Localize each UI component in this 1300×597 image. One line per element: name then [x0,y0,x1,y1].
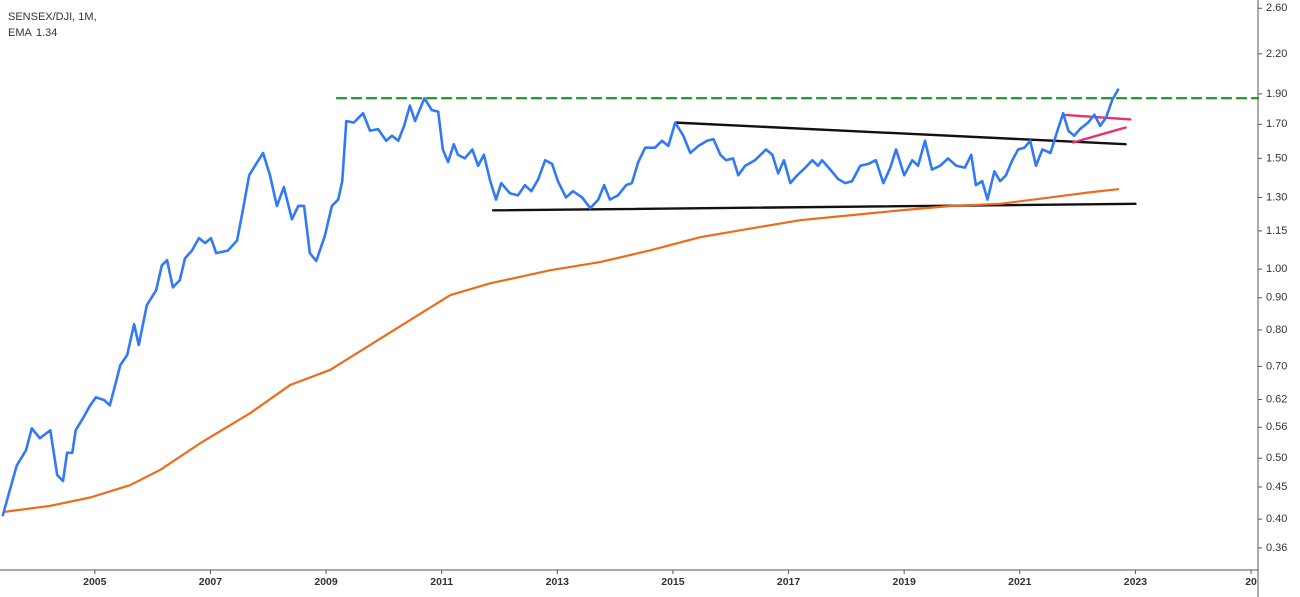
y-tick-label: 1.30 [1266,191,1287,203]
x-tick-label: 2019 [893,576,917,588]
x-tick-label: 2005 [83,576,107,588]
y-tick-label: 0.90 [1266,292,1287,304]
chart-title: SENSEX/DJI, 1M, [8,11,97,23]
trendline [675,121,1127,146]
y-tick-label: 0.80 [1266,324,1287,336]
y-tick-label: 1.15 [1266,225,1287,237]
x-tick-label: 2009 [314,576,338,588]
y-tick-label: 0.62 [1266,393,1287,405]
y-tick-label: 1.50 [1266,152,1287,164]
x-tick-label: 20 [1245,576,1257,588]
y-tick-label: 1.70 [1266,118,1287,130]
series-line [1,88,1120,517]
x-tick-label: 2011 [430,576,453,588]
x-tick-label: 2017 [777,576,801,588]
x-tick-label: 2007 [199,576,223,588]
x-tick-label: 2015 [661,576,685,588]
y-tick-label: 1.90 [1266,88,1287,100]
y-tick-label: 1.00 [1266,263,1287,275]
y-tick-label: 0.56 [1266,421,1287,433]
trendline [1071,126,1127,144]
y-tick-label: 0.50 [1266,452,1287,464]
legend-label: EMA [8,27,33,39]
y-tick-label: 0.40 [1266,513,1287,525]
series-line [4,188,1120,513]
x-tick-label: 2023 [1124,576,1148,588]
x-tick-label: 2013 [546,576,570,588]
legend-value: 1.34 [36,27,57,39]
x-tick-label: 2021 [1008,576,1032,588]
trendline [491,202,1137,212]
y-tick-label: 0.70 [1266,360,1287,372]
y-tick-label: 2.20 [1266,48,1287,60]
y-tick-label: 0.45 [1266,481,1287,493]
y-tick-label: 0.36 [1266,542,1287,554]
y-tick-label: 2.60 [1266,2,1287,14]
